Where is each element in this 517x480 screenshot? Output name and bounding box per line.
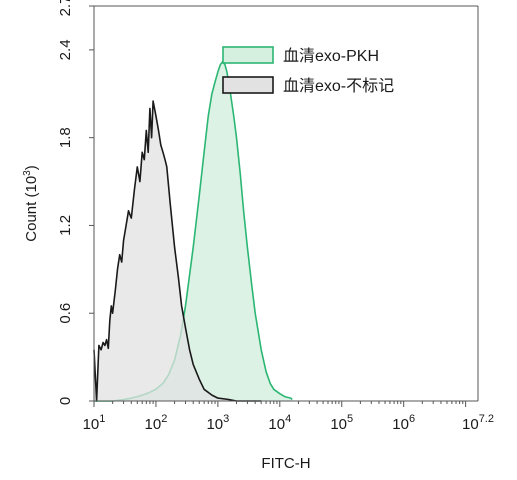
x-tick-base: 10	[392, 416, 409, 433]
x-tick-exponent: 4	[285, 413, 291, 425]
x-tick-label: 107.2	[462, 413, 494, 433]
y-axis-title: Count (103)	[22, 165, 40, 241]
x-tick-label: 101	[83, 413, 106, 433]
y-tick-label: 0	[57, 397, 74, 405]
x-tick-exponent: 2	[161, 413, 167, 425]
x-tick-exponent: 5	[347, 413, 353, 425]
series-line-1	[93, 100, 262, 402]
legend-swatch-1	[222, 76, 274, 94]
y-axis-title-exponent: 3	[22, 170, 33, 176]
x-tick-base: 10	[462, 416, 479, 433]
x-tick-base: 10	[83, 416, 100, 433]
x-tick-exponent: 7.2	[479, 413, 494, 425]
series-area-1	[94, 101, 262, 401]
x-tick-label: 106	[392, 413, 415, 433]
y-tick-label: 0.6	[57, 303, 74, 324]
x-tick-base: 10	[145, 416, 162, 433]
x-tick-base: 10	[206, 416, 223, 433]
y-axis-title-prefix: Count (10	[23, 176, 40, 242]
x-axis-title: FITC-H	[261, 455, 310, 472]
x-tick-exponent: 1	[99, 413, 105, 425]
x-tick-label: 105	[330, 413, 353, 433]
x-tick-exponent: 6	[409, 413, 415, 425]
series-area-0	[94, 61, 293, 401]
x-tick-base: 10	[268, 416, 285, 433]
x-tick-exponent: 3	[223, 413, 229, 425]
y-tick-label: 2.4	[57, 39, 74, 60]
x-tick-label: 103	[206, 413, 229, 433]
y-tick-label: 2.7	[57, 0, 74, 16]
legend-label-1: 血清exo-不标记	[283, 77, 394, 95]
y-axis-title-suffix: )	[23, 165, 40, 170]
y-tick-label: 1.8	[57, 127, 74, 148]
y-tick-label: 1.2	[57, 215, 74, 236]
legend-label-0: 血清exo-PKH	[283, 47, 379, 65]
x-tick-label: 104	[268, 413, 291, 433]
x-tick-base: 10	[330, 416, 347, 433]
legend-swatch-0	[222, 46, 274, 64]
x-tick-label: 102	[145, 413, 168, 433]
